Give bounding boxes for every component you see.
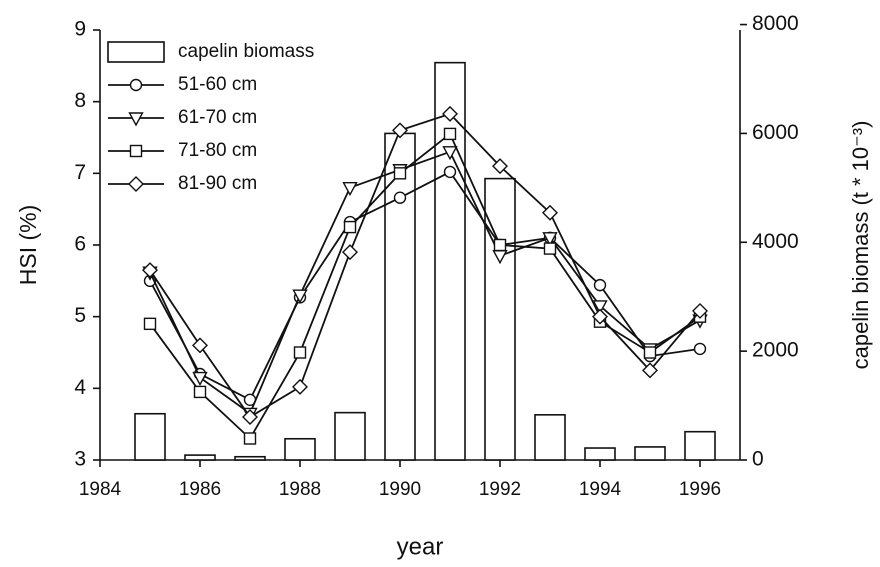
y2-tick-label: 0 [752, 448, 764, 471]
marker [542, 204, 558, 221]
y-tick-label: 4 [74, 376, 86, 399]
bar [634, 446, 666, 461]
y-tick-label: 5 [74, 304, 86, 327]
bar [584, 447, 616, 461]
legend-label: capelin biomass [178, 41, 314, 62]
marker [542, 232, 558, 247]
marker [342, 244, 358, 261]
bar [484, 177, 516, 461]
marker [193, 385, 207, 399]
legend-swatch [107, 41, 165, 63]
marker [543, 242, 557, 255]
y2-tick-label: 2000 [752, 339, 799, 362]
legend-label: 81-90 cm [178, 173, 257, 194]
x-tick-label: 1986 [179, 479, 221, 500]
legend-label: 61-70 cm [178, 107, 257, 128]
bar [234, 455, 266, 461]
marker [143, 317, 157, 331]
bar [184, 454, 216, 461]
marker [692, 302, 708, 319]
y-tick-label: 7 [74, 161, 86, 184]
marker [293, 346, 307, 359]
marker [392, 122, 408, 139]
marker [443, 165, 457, 179]
marker [592, 308, 608, 325]
y-tick-label: 3 [74, 448, 86, 471]
x-tick-label: 1994 [579, 479, 622, 500]
x-axis-label: year [397, 533, 444, 560]
y2-tick-label: 6000 [752, 121, 799, 144]
marker [243, 432, 257, 445]
bar [134, 412, 166, 461]
marker [292, 289, 308, 304]
y-tick-label: 9 [74, 18, 86, 41]
legend-marker [129, 144, 143, 158]
bar [684, 430, 716, 461]
y2-axis-label: capelin biomass (t * 10⁻³) [848, 121, 873, 370]
bar [284, 437, 316, 461]
y2-tick-label: 4000 [752, 230, 799, 253]
x-tick-label: 1984 [79, 479, 122, 500]
x-tick-label: 1990 [379, 479, 421, 500]
legend-marker [128, 112, 144, 127]
y2-tick-label: 8000 [752, 12, 799, 35]
legend-label: 51-60 cm [178, 74, 257, 95]
line [149, 170, 701, 402]
legend-label: 71-80 cm [178, 140, 257, 161]
line [149, 112, 701, 419]
y-tick-label: 6 [74, 233, 86, 256]
marker [342, 181, 358, 197]
marker [192, 371, 208, 387]
bar [334, 411, 366, 461]
x-tick-label: 1996 [679, 479, 721, 500]
y-axis-label: HSI (%) [15, 205, 41, 286]
marker [693, 342, 707, 356]
bar [384, 132, 416, 461]
x-tick-label: 1992 [479, 479, 521, 500]
marker [492, 158, 508, 175]
marker [393, 191, 407, 204]
marker [343, 220, 357, 234]
marker [493, 238, 507, 252]
line [149, 150, 701, 415]
legend-marker [128, 176, 144, 192]
marker [292, 378, 308, 395]
marker [442, 105, 458, 122]
marker [192, 337, 208, 354]
x-tick-label: 1988 [279, 479, 321, 500]
y-tick-label: 8 [74, 89, 86, 112]
marker [443, 127, 457, 141]
bar [534, 414, 566, 461]
marker [393, 167, 407, 180]
marker [643, 346, 657, 359]
marker [242, 409, 258, 425]
legend-marker [129, 78, 143, 92]
marker [142, 262, 158, 279]
marker [442, 146, 458, 161]
marker [593, 278, 607, 292]
bar [434, 61, 466, 461]
marker [592, 300, 608, 315]
marker [642, 362, 658, 379]
